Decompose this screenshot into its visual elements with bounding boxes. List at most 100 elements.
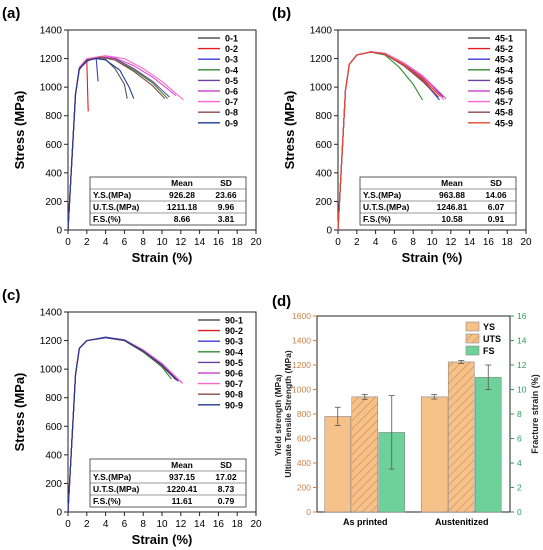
x-tick-label: 2 [354,237,360,248]
right-y-axis-label: Fracture strain (%) [530,374,540,454]
left-y-tick-label: 1600 [292,311,311,321]
stats-table: Mean SD Y.S.(MPa) 926.28 23.66 U.T.S.(MPa) 121… [89,176,247,226]
panel-b: (b) 0 200 400 600 800 1000 1200 1400 0 2 4 6 8 10 12 1… [272,5,532,265]
table-cell: U.T.S.(MPa) [93,484,139,494]
table-cell: 1211.18 [167,202,198,212]
x-axis-label: Strain (%) [132,250,193,265]
bar [324,416,352,513]
table-cell: U.T.S.(MPa) [93,202,139,212]
left-y-tick-label: 800 [297,409,311,419]
bar [474,376,502,513]
table-cell: 0.91 [488,214,505,224]
right-y-tick-label: 4 [517,458,522,468]
legend-label: 0-2 [225,44,238,54]
table-cell: 11.61 [172,496,193,506]
table-cell: Y.S.(MPa) [93,190,131,200]
legend-label: 0-8 [225,108,238,118]
table-cell: 23.66 [215,190,237,200]
x-tick-label: 20 [250,519,262,530]
table-cell: Y.S.(MPa) [363,190,401,200]
y-axis-label: Stress (MPa) [12,91,27,170]
legend-label: 0-7 [225,97,238,107]
x-ticks: 0 2 4 6 8 10 12 14 16 18 20 [65,230,262,248]
legend-label: 90-5 [225,358,243,368]
table-header: SD [220,460,232,470]
legend-label: 45-1 [495,34,513,44]
panel-label: (b) [272,5,291,22]
legend-label: 45-2 [495,44,513,54]
curves [67,336,184,513]
right-y-tick-label: 2 [517,483,522,493]
legend-label: 90-1 [225,316,243,326]
legend-swatch [465,321,480,332]
table-header: Mean [171,460,193,470]
table-header: SD [220,178,232,188]
legend: 90-190-290-390-490-590-690-790-890-9 [198,316,243,410]
table-cell: 17.02 [215,472,237,482]
bar [447,361,475,513]
y-tick-label: 600 [45,422,62,433]
table-cell: 10.58 [441,214,463,224]
legend-label: 90-2 [225,326,243,336]
x-tick-label: 4 [103,519,109,530]
bars [324,360,502,513]
y-tick-label: 1000 [40,83,63,94]
table-cell: 8.73 [218,484,235,494]
legend-label: 45-6 [495,87,513,97]
x-tick-label: 2 [84,237,90,248]
x-tick-label: 6 [122,237,128,248]
legend-label: 0-1 [225,34,238,44]
series-line [337,51,441,231]
table-cell: 6.07 [488,202,505,212]
x-tick-label: 20 [520,237,532,248]
left-y-tick-label: 200 [297,483,311,493]
x-tick-label: 0 [65,237,71,248]
x-tick-label: 18 [232,237,244,248]
x-tick-label: 4 [103,237,109,248]
x-ticks: 0 2 4 6 8 10 12 14 16 18 20 [335,230,532,248]
legend-swatch [465,333,480,344]
legend-label: 45-5 [495,76,513,86]
table-cell: 3.81 [218,214,235,224]
category-label: Austenitized [435,517,489,527]
y-tick-label: 600 [45,140,62,151]
x-axis-label: Strain (%) [402,250,463,265]
y-tick-label: 800 [45,393,62,404]
y-axis-label: Stress (MPa) [12,373,27,452]
table-header: Mean [171,178,193,188]
y-tick-label: 400 [315,168,332,179]
x-tick-label: 0 [65,519,71,530]
x-tick-label: 2 [84,519,90,530]
legend-label: YS [483,322,495,332]
x-tick-label: 20 [250,237,262,248]
y-tick-label: 800 [45,111,62,122]
legend-swatch [465,345,480,356]
legend-label: 0-5 [225,76,238,86]
x-tick-label: 14 [464,237,476,248]
category-label: As printed [343,517,388,527]
y-tick-label: 0 [56,226,62,237]
y-tick-label: 1200 [40,336,63,347]
y-ticks: 0 200 400 600 800 1000 1200 1400 [310,26,338,237]
series-line [67,337,179,513]
table-header: SD [490,178,502,188]
x-tick-label: 4 [373,237,379,248]
x-tick-label: 8 [410,237,416,248]
legend-label: 90-4 [225,347,243,357]
panel-label: (a) [2,5,20,22]
x-tick-label: 10 [156,519,168,530]
legend-label: FS [483,346,495,356]
y-tick-label: 1200 [40,54,63,65]
legend-label: 90-6 [225,369,243,379]
x-tick-label: 16 [483,237,495,248]
table-header: Mean [441,178,463,188]
right-y-tick-label: 0 [517,507,522,517]
left-y-tick-label: 0 [306,507,311,517]
legend-label: 45-4 [495,65,513,75]
left-y-ticks: 0 200 400 600 800 1000 1200 1400 1600 [292,311,317,517]
legend-label: 0-4 [225,65,238,75]
table-cell: 1246.81 [437,202,468,212]
x-axis-label: Strain (%) [132,532,193,547]
